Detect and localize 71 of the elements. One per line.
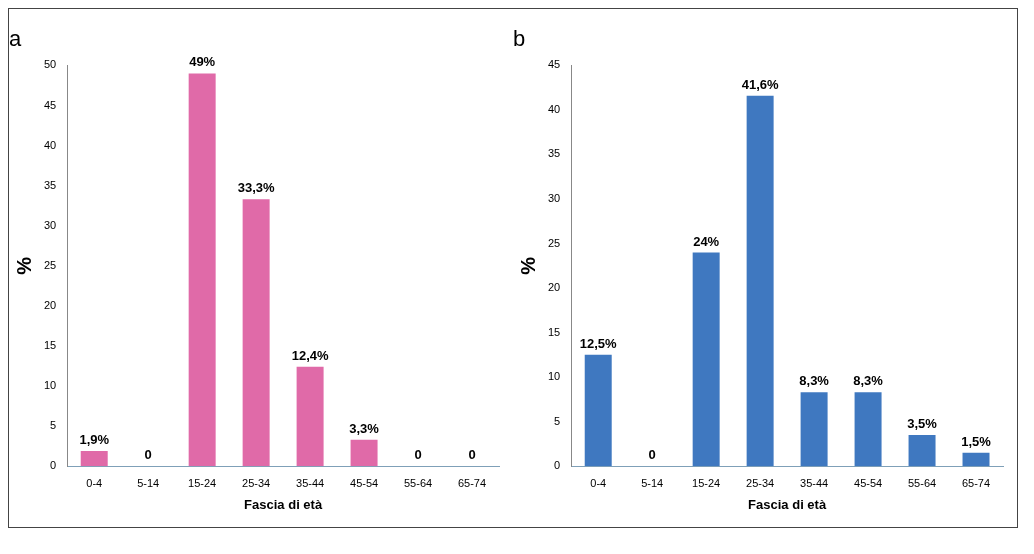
data-label: 24% [693, 233, 720, 249]
y-tick-label: 35 [43, 178, 57, 191]
data-label: 8,3% [853, 373, 884, 389]
bar [584, 354, 612, 467]
x-tick-label: 25-34 [746, 476, 775, 489]
y-tick-label: 35 [547, 147, 561, 160]
y-tick-label: 5 [50, 419, 57, 432]
x-tick-label: 15-24 [188, 476, 217, 489]
data-label: 12,5% [579, 335, 618, 351]
data-label: 0 [468, 447, 476, 463]
data-label: 3,3% [349, 420, 380, 436]
bar [908, 435, 936, 467]
bar [746, 95, 774, 467]
data-label: 49% [189, 54, 216, 70]
x-tick-label: 15-24 [692, 476, 721, 489]
y-tick-label: 30 [43, 218, 57, 231]
x-tick-label: 45-54 [854, 476, 883, 489]
bar [80, 450, 108, 467]
x-tick-label: 25-34 [242, 476, 271, 489]
y-tick-label: 10 [547, 370, 561, 383]
y-axis-title: % [516, 256, 539, 275]
y-tick-label: 25 [547, 236, 561, 249]
y-tick-label: 10 [43, 379, 57, 392]
y-tick-label: 20 [547, 281, 561, 294]
x-axis-title: Fascia di età [244, 496, 323, 512]
data-label: 41,6% [741, 76, 779, 92]
y-tick-label: 20 [43, 298, 57, 311]
x-tick-label: 45-54 [350, 476, 379, 489]
data-label: 33,3% [237, 180, 275, 196]
y-tick-label: 45 [547, 58, 561, 71]
y-tick-label: 5 [554, 414, 561, 427]
x-tick-label: 5-14 [137, 476, 160, 489]
data-label: 1,9% [79, 432, 110, 448]
bar [962, 452, 990, 467]
data-label: 0 [648, 447, 656, 463]
y-tick-label: 0 [50, 459, 57, 472]
y-tick-label: 50 [43, 58, 57, 71]
x-axis-title: Fascia di età [748, 496, 827, 512]
data-label: 0 [414, 447, 422, 463]
x-tick-label: 35-44 [800, 476, 829, 489]
data-label: 1,5% [961, 433, 992, 449]
y-tick-label: 15 [547, 325, 561, 338]
bar [350, 439, 378, 467]
bar [296, 366, 324, 467]
data-label: 8,3% [799, 373, 830, 389]
x-tick-label: 55-64 [403, 476, 433, 489]
x-tick-label: 0-4 [590, 476, 607, 489]
x-tick-label: 35-44 [296, 476, 325, 489]
y-axis-title: % [12, 256, 35, 275]
y-tick-label: 25 [43, 258, 57, 271]
y-tick-label: 40 [43, 138, 57, 151]
chart-title: a [9, 26, 22, 52]
bar [188, 73, 216, 467]
data-label: 3,5% [907, 416, 938, 432]
y-tick-label: 40 [547, 102, 561, 115]
x-tick-label: 65-74 [457, 476, 487, 489]
x-tick-label: 5-14 [641, 476, 664, 489]
data-label: 0 [144, 447, 152, 463]
y-tick-label: 15 [43, 338, 57, 351]
chart-title: b [513, 26, 526, 52]
x-tick-label: 0-4 [86, 476, 103, 489]
data-label: 12,4% [291, 347, 329, 363]
x-tick-label: 55-64 [907, 476, 937, 489]
y-tick-label: 0 [554, 459, 561, 472]
y-tick-label: 30 [547, 192, 561, 205]
bar [692, 252, 720, 467]
bar [242, 199, 270, 467]
y-tick-label: 45 [43, 98, 57, 111]
bar [854, 392, 882, 467]
bar [800, 392, 828, 467]
x-tick-label: 65-74 [961, 476, 991, 489]
